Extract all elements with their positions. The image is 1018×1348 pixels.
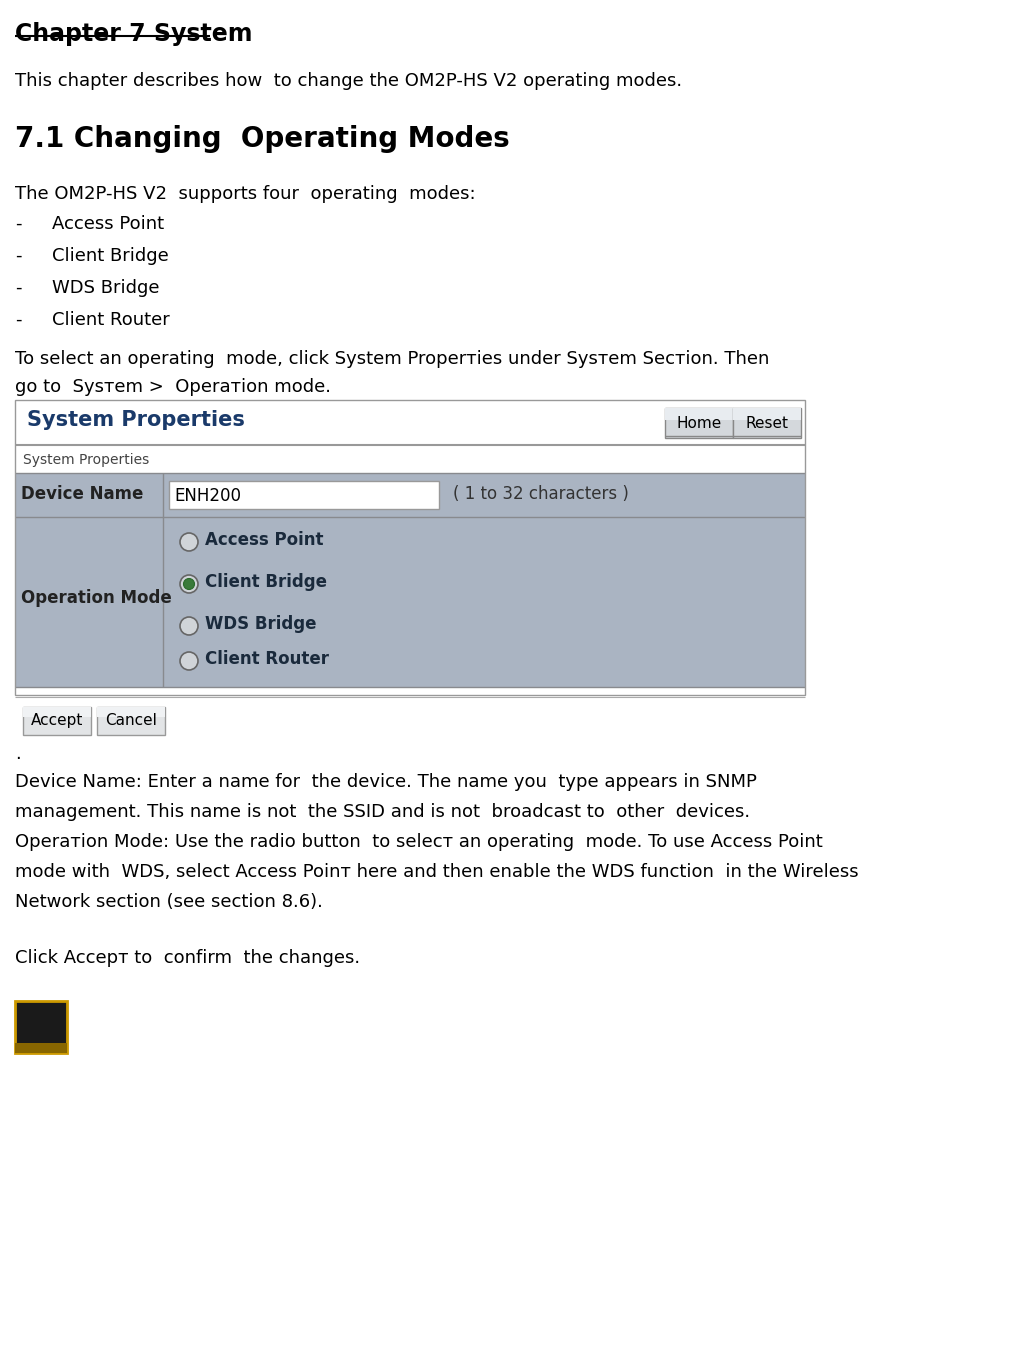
Text: Accept: Accept (31, 713, 83, 728)
Bar (665, 408, 733, 421)
Text: Operaтion Mode: Use the radio button  to selecт an operating  mode. To use Acces: Operaтion Mode: Use the radio button to … (15, 833, 823, 851)
Text: Access Point: Access Point (205, 531, 324, 549)
Bar (97, 706, 165, 717)
Text: Chapter 7 System: Chapter 7 System (15, 22, 252, 46)
Text: The OM2P-HS V2  supports four  operating  modes:: The OM2P-HS V2 supports four operating m… (15, 185, 475, 204)
Text: Home: Home (676, 417, 722, 431)
Text: -: - (15, 279, 21, 297)
Text: .: . (15, 745, 20, 763)
Circle shape (180, 532, 197, 551)
Text: -: - (15, 214, 21, 233)
Text: Client Router: Client Router (205, 650, 329, 669)
Text: ( 1 to 32 characters ): ( 1 to 32 characters ) (453, 485, 629, 503)
Text: mode with  WDS, select Access Poinт here and then enable the WDS function  in th: mode with WDS, select Access Poinт here … (15, 863, 858, 882)
Bar (169, 481, 439, 510)
Circle shape (180, 617, 197, 635)
Text: 7.1 Changing  Operating Modes: 7.1 Changing Operating Modes (15, 125, 510, 154)
Text: System Properties: System Properties (23, 453, 150, 466)
Bar (733, 408, 801, 421)
Bar (15, 400, 805, 696)
Text: Device Name: Enter a name for  the device. The name you  type appears in SNMP: Device Name: Enter a name for the device… (15, 772, 756, 791)
Text: ENH200: ENH200 (174, 487, 241, 506)
Text: This chapter describes how  to change the OM2P-HS V2 operating modes.: This chapter describes how to change the… (15, 71, 682, 90)
Text: WDS Bridge: WDS Bridge (205, 615, 317, 634)
Bar (15, 473, 805, 518)
Text: Client Bridge: Client Bridge (205, 573, 327, 590)
Text: Click Accepт to  confirm  the changes.: Click Accepт to confirm the changes. (15, 949, 360, 967)
Text: Network section (see section 8.6).: Network section (see section 8.6). (15, 892, 323, 911)
Text: Access Point: Access Point (52, 214, 164, 233)
Bar (15, 400, 805, 445)
Text: Cancel: Cancel (105, 713, 157, 728)
Bar (15, 1002, 67, 1053)
Text: go to  Sysтem >  Operaтion mode.: go to Sysтem > Operaтion mode. (15, 377, 331, 396)
Bar (23, 706, 91, 735)
Bar (15, 1043, 67, 1053)
Text: Client Router: Client Router (52, 311, 170, 329)
Text: Operation Mode: Operation Mode (21, 589, 172, 607)
Text: NOTE: NOTE (17, 1012, 64, 1029)
Bar (97, 706, 165, 735)
Text: management. This name is not  the SSID and is not  broadcast to  other  devices.: management. This name is not the SSID an… (15, 803, 750, 821)
Circle shape (180, 576, 197, 593)
Text: -: - (15, 247, 21, 266)
Bar (15, 400, 805, 696)
Text: WDS Bridge: WDS Bridge (52, 279, 160, 297)
Circle shape (183, 578, 194, 589)
Bar (733, 408, 801, 438)
Circle shape (180, 652, 197, 670)
Text: Reset: Reset (745, 417, 789, 431)
Text: -: - (15, 311, 21, 329)
Text: Device Name: Device Name (21, 485, 144, 503)
Bar (15, 518, 805, 687)
Bar (665, 408, 733, 438)
Text: Client Bridge: Client Bridge (52, 247, 169, 266)
Bar (23, 706, 91, 717)
Text: To select an operating  mode, click System Properтies under Sysтem Secтion. Then: To select an operating mode, click Syste… (15, 350, 770, 368)
Text: System Properties: System Properties (27, 410, 245, 430)
